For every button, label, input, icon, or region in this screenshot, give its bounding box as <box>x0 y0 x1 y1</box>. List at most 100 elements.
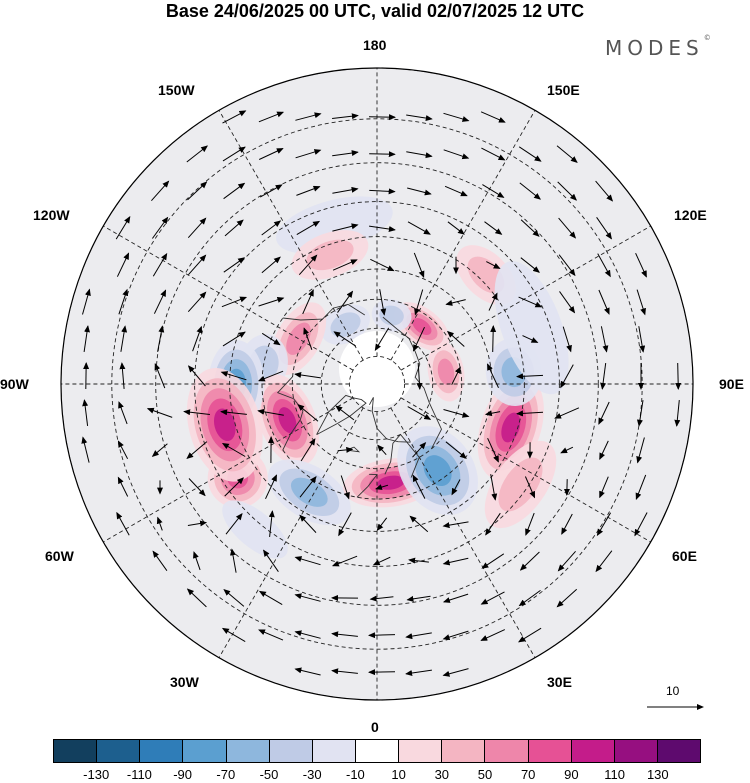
wind-arrow <box>117 476 129 497</box>
wind-arrow <box>562 326 572 353</box>
wind-arrow <box>482 184 505 198</box>
wind-arrow <box>261 332 281 346</box>
colorbar-cell <box>269 740 313 762</box>
wind-arrow <box>595 550 613 573</box>
wind-arrow <box>406 595 431 602</box>
wind-arrow <box>408 557 429 564</box>
wind-arrow <box>222 146 246 162</box>
wind-arrow <box>522 335 539 343</box>
wind-arrow <box>83 325 90 352</box>
colorbar-cell <box>485 740 529 762</box>
wind-arrow <box>151 443 168 457</box>
map-boundary <box>60 67 694 701</box>
colorbar-cell <box>312 740 356 762</box>
wind-arrow <box>636 289 646 316</box>
meridian-line <box>103 397 354 543</box>
anomaly-contour <box>290 477 328 507</box>
wind-arrow <box>600 326 609 353</box>
wind-arrow <box>187 365 206 387</box>
wind-arrow <box>447 221 465 235</box>
wind-arrow <box>294 593 321 602</box>
wind-arrow <box>406 151 433 159</box>
colorbar-tick-label: -130 <box>83 767 110 782</box>
wind-arrow <box>560 364 574 389</box>
wind-arrow <box>516 410 544 417</box>
wind-arrow <box>524 476 536 499</box>
colorbar-ticks: -130 -110 -90 -70 -50 -30 -10 10 30 50 70 90 110 130 <box>0 767 750 783</box>
wind-arrow <box>259 184 283 198</box>
wind-arrow <box>223 588 245 607</box>
wind-arrow <box>446 330 465 347</box>
colorbar-tick-label: 50 <box>477 767 493 782</box>
wind-arrow <box>481 553 505 569</box>
wind-arrow <box>257 408 284 416</box>
coastline <box>384 433 420 478</box>
wind-arrow <box>442 557 469 566</box>
wind-arrow <box>192 325 203 352</box>
wind-arrow <box>146 407 173 418</box>
colorbar-cell <box>442 740 486 762</box>
wind-arrow <box>480 629 506 641</box>
wind-arrow <box>480 591 505 605</box>
wind-arrow <box>340 475 350 500</box>
wind-arrow <box>442 630 469 640</box>
colorbar-cell <box>528 740 572 762</box>
wind-arrow <box>596 217 612 240</box>
wind-arrow <box>331 631 358 638</box>
wind-arrow <box>332 259 358 271</box>
wind-arrow <box>595 180 614 202</box>
wind-arrow <box>333 331 357 347</box>
lon-label-30w: 30W <box>170 674 199 690</box>
wind-arrow <box>221 627 246 643</box>
colorbar-cell <box>571 740 615 762</box>
colorbar-cell <box>355 740 400 762</box>
wind-arrow <box>518 146 542 162</box>
wind-arrow <box>115 216 131 240</box>
wind-arrow <box>377 444 387 456</box>
wind-arrow <box>374 327 390 351</box>
wind-arrow <box>490 474 498 501</box>
anomaly-contour <box>412 318 432 335</box>
wind-arrow <box>82 399 89 426</box>
wind-arrow <box>116 252 130 277</box>
wind-arrow <box>81 436 90 463</box>
colorbar-tick-label: 30 <box>434 767 450 782</box>
wind-arrow <box>480 111 506 123</box>
wind-arrow <box>444 185 468 197</box>
wind-arrow <box>223 182 246 200</box>
wind-arrow <box>303 327 313 350</box>
wind-arrow <box>443 149 470 160</box>
wind-arrow <box>294 372 321 379</box>
wind-arrow <box>302 289 314 315</box>
wind-arrow <box>120 325 128 352</box>
wind-arrow <box>118 288 129 315</box>
pole-neutral-area <box>339 331 415 407</box>
wind-arrow <box>188 254 207 276</box>
wind-arrow <box>118 401 128 425</box>
wind-arrow <box>406 114 433 122</box>
wind-arrow <box>451 479 461 496</box>
wind-arrow <box>331 668 358 675</box>
wind-arrow <box>559 291 576 314</box>
wind-arrow <box>152 252 168 277</box>
wind-arrow <box>369 151 396 158</box>
wind-arrow <box>484 221 503 235</box>
colorbar-tick-label: 110 <box>604 767 625 782</box>
colorbar-cell <box>614 740 658 762</box>
colorbar-tick-label: -50 <box>259 767 279 782</box>
wind-arrow <box>407 406 432 420</box>
colorbar-tick-label: 10 <box>391 767 406 782</box>
wind-arrow <box>376 517 388 531</box>
wind-arrow <box>674 400 681 427</box>
colorbar-tick-label: -30 <box>302 767 322 782</box>
lon-label-90w: 90W <box>0 376 29 392</box>
wind-arrow <box>263 549 279 572</box>
wind-arrow <box>443 409 470 418</box>
wind-arrow <box>451 366 461 385</box>
meridian-line <box>400 225 651 371</box>
anomaly-contour <box>494 261 569 395</box>
wind-arrow <box>224 477 245 497</box>
wind-arrow <box>369 595 394 602</box>
wind-arrow <box>558 254 576 277</box>
wind-arrow <box>296 220 321 236</box>
